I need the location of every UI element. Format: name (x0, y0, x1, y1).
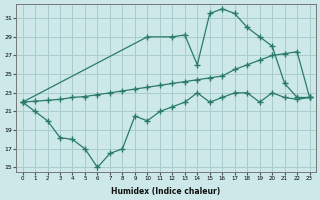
X-axis label: Humidex (Indice chaleur): Humidex (Indice chaleur) (111, 187, 221, 196)
